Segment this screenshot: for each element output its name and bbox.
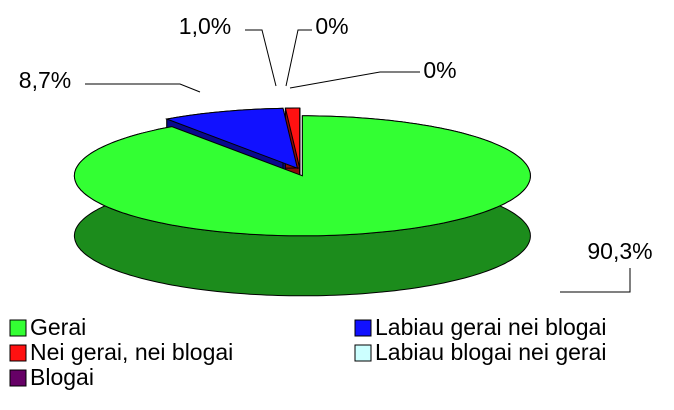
leader-line (560, 268, 631, 293)
data-label: 0% (315, 13, 348, 39)
leader-line (285, 29, 312, 87)
data-label: 8,7% (19, 67, 71, 93)
data-label: 0% (423, 57, 456, 83)
slice (73, 115, 531, 237)
legend-label: Labiau blogai nei gerai (375, 339, 606, 365)
legend-label: Blogai (30, 364, 94, 390)
legend-label: Nei gerai, nei blogai (30, 339, 233, 365)
data-label: 90,3% (587, 238, 652, 264)
legend-swatch (9, 369, 27, 387)
legend-label: Gerai (30, 314, 86, 340)
data-label: 1,0% (179, 13, 231, 39)
leader-line (289, 71, 420, 89)
slice (164, 107, 299, 170)
leader-line (245, 29, 277, 87)
legend-swatch (354, 344, 372, 362)
legend-swatch (9, 344, 27, 362)
legend-swatch (354, 319, 372, 337)
legend-swatch (9, 319, 27, 337)
legend-label: Labiau gerai nei blogai (375, 314, 606, 340)
leader-line (85, 83, 201, 93)
